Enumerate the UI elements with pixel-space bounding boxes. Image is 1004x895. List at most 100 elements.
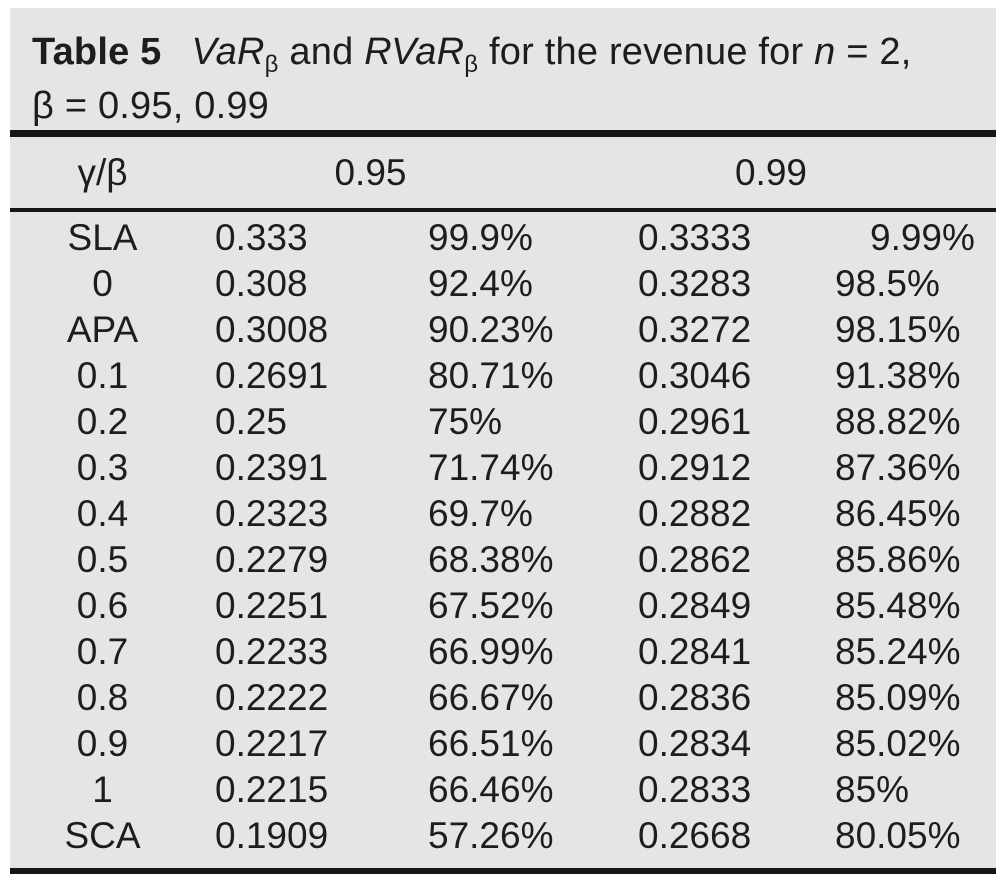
cell-gamma: 0.6 <box>76 585 129 626</box>
table-row: SCA 0.1909 57.26% 0.2668 80.05% <box>10 813 996 859</box>
cell-var-099: 0.2849 <box>638 585 752 626</box>
cell-var-099: 0.2833 <box>638 769 752 810</box>
cell-var-099: 0.2961 <box>638 401 752 442</box>
cell-var-099: 0.2834 <box>638 723 752 764</box>
cell-rvar-099: 98.15% <box>835 309 961 350</box>
table-row: 0.8 0.2222 66.67% 0.2836 85.09% <box>10 675 996 721</box>
cell-gamma: SCA <box>64 815 141 856</box>
caption-var-term: VaR <box>191 31 265 73</box>
cell-gamma: 0.2 <box>76 401 129 442</box>
cell-rvar-095: 69.7% <box>428 493 533 534</box>
cell-rvar-095: 66.67% <box>428 677 554 718</box>
cell-rvar-095: 75% <box>428 401 503 442</box>
cell-var-095: 0.2323 <box>215 493 329 534</box>
cell-rvar-099: 88.82% <box>835 401 961 442</box>
cell-gamma: APA <box>66 309 139 350</box>
cell-rvar-099: 85.48% <box>835 585 961 626</box>
caption-end-text: = 2, <box>835 31 912 73</box>
caption-mid-text: for the revenue for <box>478 31 815 73</box>
caption-rvar-subscript: β <box>464 51 479 78</box>
table-header-row: γ/β 0.95 0.99 <box>10 137 996 208</box>
caption-line2: β = 0.95, 0.99 <box>32 85 269 127</box>
cell-gamma: 0.3 <box>76 447 129 488</box>
caption-rvar-term: RVaR <box>364 31 465 73</box>
cell-rvar-095: 80.71% <box>428 355 554 396</box>
cell-rvar-095: 99.9% <box>428 217 533 258</box>
cell-var-095: 0.333 <box>215 217 308 258</box>
cell-var-095: 0.2391 <box>215 447 329 488</box>
table-number-label: Table 5 <box>32 31 162 73</box>
cell-var-095: 0.1909 <box>215 815 329 856</box>
cell-var-095: 0.2217 <box>215 723 329 764</box>
cell-rvar-095: 66.46% <box>428 769 554 810</box>
table-row: 0.7 0.2233 66.99% 0.2841 85.24% <box>10 629 996 675</box>
cell-var-099: 0.2912 <box>638 447 752 488</box>
cell-var-095: 0.3008 <box>215 309 329 350</box>
bottom-rule <box>10 868 996 874</box>
caption-and-text: and <box>278 31 365 73</box>
cell-var-095: 0.2279 <box>215 539 329 580</box>
cell-gamma: 1 <box>92 769 113 810</box>
cell-var-099: 0.3046 <box>638 355 752 396</box>
table-row: 0.2 0.25 75% 0.2961 88.82% <box>10 399 996 445</box>
table-row: 0 0.308 92.4% 0.3283 98.5% <box>10 261 996 307</box>
cell-gamma: 0.8 <box>76 677 129 718</box>
table-body: SLA 0.333 99.9% 0.3333 9.99% 0 0.308 92.… <box>10 215 996 859</box>
cell-rvar-099: 87.36% <box>835 447 961 488</box>
header-cell-gamma-beta: γ/β <box>77 151 128 193</box>
table-panel: Table 5 VaRβ and RVaRβ for the revenue fo… <box>10 8 996 874</box>
table-row: APA 0.3008 90.23% 0.3272 98.15% <box>10 307 996 353</box>
cell-rvar-099: 86.45% <box>835 493 961 534</box>
cell-var-099: 0.2862 <box>638 539 752 580</box>
cell-gamma: 0.1 <box>76 355 129 396</box>
cell-var-099: 0.2668 <box>638 815 752 856</box>
cell-var-095: 0.2233 <box>215 631 329 672</box>
table-row: SLA 0.333 99.9% 0.3333 9.99% <box>10 215 996 261</box>
header-cell-beta-099: 0.99 <box>734 151 807 193</box>
cell-gamma: 0.7 <box>76 631 129 672</box>
cell-var-099: 0.3272 <box>638 309 752 350</box>
table-row: 0.9 0.2217 66.51% 0.2834 85.02% <box>10 721 996 767</box>
cell-var-095: 0.25 <box>215 401 288 442</box>
cell-var-095: 0.2251 <box>215 585 329 626</box>
cell-gamma: SLA <box>67 217 138 258</box>
cell-rvar-099: 91.38% <box>835 355 961 396</box>
table-caption: Table 5 VaRβ and RVaRβ for the revenue fo… <box>10 8 996 133</box>
caption-var-subscript: β <box>264 51 279 78</box>
cell-var-099: 0.2882 <box>638 493 752 534</box>
cell-gamma: 0.5 <box>76 539 129 580</box>
table-row: 0.3 0.2391 71.74% 0.2912 87.36% <box>10 445 996 491</box>
cell-var-095: 0.2691 <box>215 355 329 396</box>
table-row: 0.6 0.2251 67.52% 0.2849 85.48% <box>10 583 996 629</box>
cell-var-095: 0.308 <box>215 263 308 304</box>
cell-rvar-095: 57.26% <box>428 815 554 856</box>
cell-var-095: 0.2222 <box>215 677 329 718</box>
cell-rvar-095: 66.99% <box>428 631 554 672</box>
caption-n-term: n <box>814 31 836 73</box>
cell-var-095: 0.2215 <box>215 769 329 810</box>
cell-rvar-099: 9.99% <box>870 217 975 258</box>
cell-rvar-095: 92.4% <box>428 263 533 304</box>
cell-gamma: 0.4 <box>76 493 129 534</box>
cell-var-099: 0.3333 <box>638 217 752 258</box>
top-rule <box>10 130 996 137</box>
cell-var-099: 0.2841 <box>638 631 752 672</box>
cell-rvar-099: 85.24% <box>835 631 961 672</box>
cell-rvar-095: 66.51% <box>428 723 554 764</box>
table-row: 0.5 0.2279 68.38% 0.2862 85.86% <box>10 537 996 583</box>
cell-rvar-099: 98.5% <box>835 263 940 304</box>
header-separator-rule <box>10 208 996 212</box>
cell-rvar-095: 68.38% <box>428 539 554 580</box>
cell-var-099: 0.3283 <box>638 263 752 304</box>
cell-rvar-095: 90.23% <box>428 309 554 350</box>
table-row: 0.1 0.2691 80.71% 0.3046 91.38% <box>10 353 996 399</box>
table-row: 1 0.2215 66.46% 0.2833 85% <box>10 767 996 813</box>
cell-gamma: 0 <box>92 263 113 304</box>
cell-rvar-099: 85% <box>835 769 910 810</box>
cell-var-099: 0.2836 <box>638 677 752 718</box>
cell-rvar-095: 67.52% <box>428 585 554 626</box>
table-row: 0.4 0.2323 69.7% 0.2882 86.45% <box>10 491 996 537</box>
cell-rvar-099: 80.05% <box>835 815 961 856</box>
cell-rvar-099: 85.02% <box>835 723 961 764</box>
cell-gamma: 0.9 <box>76 723 129 764</box>
